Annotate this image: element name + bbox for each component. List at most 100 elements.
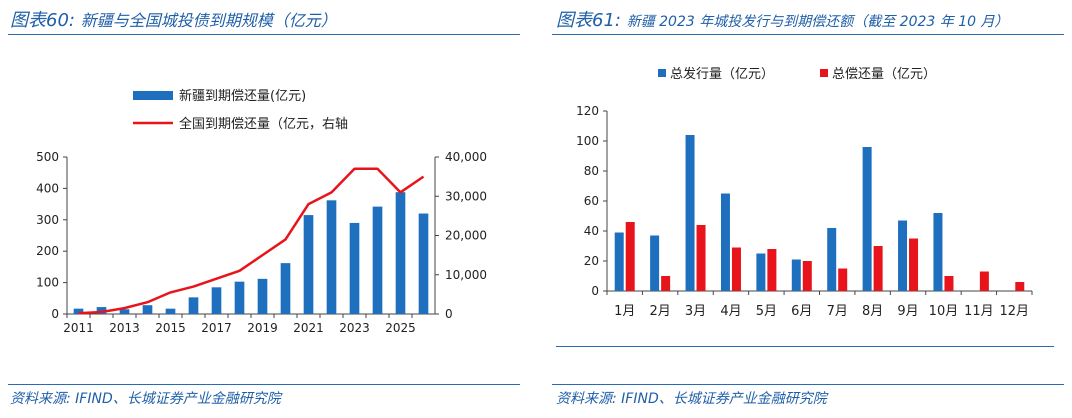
issuance-bar bbox=[898, 220, 908, 291]
right-chart-bottom-rule bbox=[556, 346, 1054, 347]
repayment-bar bbox=[696, 225, 706, 291]
repayment-bar bbox=[944, 276, 954, 291]
repayment-bar bbox=[873, 246, 883, 291]
xinjiang-maturity-bar bbox=[142, 305, 153, 314]
right-header-rule bbox=[552, 34, 1064, 35]
right-y-tick-label: 40,000 bbox=[445, 150, 487, 164]
repayment-bar bbox=[909, 238, 919, 291]
x-tick-label: 6月 bbox=[791, 304, 812, 319]
x-tick-label: 7月 bbox=[827, 304, 848, 319]
xinjiang-maturity-bar bbox=[372, 206, 383, 314]
left-y-tick-label: 300 bbox=[36, 213, 59, 227]
repayment-bar bbox=[767, 249, 777, 291]
left-y-tick-label: 200 bbox=[36, 244, 59, 258]
xinjiang-maturity-bar bbox=[73, 308, 84, 314]
left-y-tick-label: 0 bbox=[51, 307, 59, 321]
x-tick-label: 5月 bbox=[756, 304, 777, 319]
issuance-bar bbox=[791, 259, 801, 291]
legend-label-xinjiang-maturity: 新疆到期偿还量(亿元) bbox=[179, 88, 306, 104]
xinjiang-maturity-bar bbox=[326, 200, 337, 314]
x-tick-label: 2021 bbox=[293, 321, 324, 335]
x-tick-label: 8月 bbox=[862, 304, 883, 319]
xinjiang-maturity-bar bbox=[395, 192, 406, 314]
xinjiang-maturity-bar bbox=[234, 281, 245, 314]
repayment-bar bbox=[661, 276, 671, 291]
issuance-bar bbox=[827, 228, 837, 291]
x-tick-label: 10月 bbox=[929, 304, 959, 319]
left-y-tick-label: 500 bbox=[36, 150, 59, 164]
repayment-bar bbox=[1015, 282, 1025, 291]
x-tick-label: 2013 bbox=[109, 321, 140, 335]
right-y-tick-label: 0 bbox=[445, 307, 453, 321]
repayment-bar bbox=[802, 261, 812, 291]
y-tick-label: 40 bbox=[584, 224, 599, 238]
left-chart-plot: 0 100 200 300 400 500 0 10,000 20,000 30,000 40,00… bbox=[36, 150, 487, 335]
left-figure-title-text: 新疆与全国城投债到期规模（亿元） bbox=[80, 11, 337, 30]
legend-label-national-maturity: 全国到期偿还量（亿元，右轴 bbox=[179, 116, 348, 132]
y-tick-label: 60 bbox=[584, 194, 599, 208]
xinjiang-maturity-bar bbox=[96, 307, 107, 314]
x-tick-label: 2011 bbox=[63, 321, 94, 335]
right-y-tick-label: 20,000 bbox=[445, 229, 487, 243]
issuance-bar bbox=[650, 235, 660, 291]
left-y-tick-label: 100 bbox=[36, 276, 59, 290]
x-tick-label: 4月 bbox=[720, 304, 741, 319]
repayment-bar bbox=[625, 222, 635, 291]
x-tick-label: 3月 bbox=[685, 304, 706, 319]
legend-swatch-xinjiang-maturity bbox=[133, 91, 173, 100]
repayment-bar bbox=[731, 247, 741, 291]
right-legend: 总发行量（亿元） 总偿还量（亿元） bbox=[658, 66, 936, 82]
x-tick-label: 2月 bbox=[649, 304, 670, 319]
y-tick-label: 80 bbox=[584, 164, 599, 178]
right-y-tick-label: 30,000 bbox=[445, 189, 487, 203]
repayment-bar bbox=[838, 268, 848, 291]
xinjiang-maturity-bar bbox=[349, 222, 360, 314]
x-tick-label: 2019 bbox=[247, 321, 278, 335]
y-tick-label: 0 bbox=[591, 284, 599, 298]
x-tick-label: 12月 bbox=[1000, 304, 1030, 319]
right-source-note: 资料来源: IFIND、长城证券产业金融研究院 bbox=[556, 391, 827, 407]
issuance-bar bbox=[685, 135, 695, 291]
right-figure-label: 图表61: bbox=[556, 10, 621, 31]
xinjiang-maturity-bar bbox=[119, 309, 130, 314]
y-tick-label: 120 bbox=[576, 104, 599, 118]
left-figure-title: 图表60: 新疆与全国城投债到期规模（亿元） bbox=[10, 6, 337, 32]
left-figure-label: 图表60: bbox=[10, 10, 75, 31]
x-tick-label: 2025 bbox=[385, 321, 416, 335]
xinjiang-maturity-bar bbox=[165, 308, 176, 314]
issuance-bar bbox=[756, 253, 766, 291]
left-y-tick-label: 400 bbox=[36, 181, 59, 195]
y-tick-label: 100 bbox=[576, 134, 599, 148]
x-tick-label: 9月 bbox=[897, 304, 918, 319]
right-chart-plot: 0 20 40 60 80 100 120 1月 2月 3月 4月 5月 6月 7月 8月 9月 10月 11月 1… bbox=[576, 104, 1033, 319]
issuance-bar bbox=[720, 193, 730, 291]
legend-label-total-repayment: 总偿还量（亿元） bbox=[832, 67, 936, 82]
left-header-rule bbox=[8, 34, 520, 35]
repayment-bar bbox=[979, 271, 989, 291]
left-source-note: 资料来源: IFIND、长城证券产业金融研究院 bbox=[10, 391, 281, 407]
issuance-bar bbox=[614, 232, 624, 291]
xinjiang-maturity-bar bbox=[211, 287, 222, 314]
issuance-bar bbox=[933, 213, 943, 291]
left-legend: 新疆到期偿还量(亿元) 全国到期偿还量（亿元，右轴 bbox=[133, 88, 348, 132]
x-tick-label: 1月 bbox=[614, 304, 635, 319]
right-y-tick-label: 10,000 bbox=[445, 268, 487, 282]
right-figure-title-text: 新疆 2023 年城投发行与到期偿还额（截至 2023 年 10 月） bbox=[626, 14, 1009, 30]
right-figure-title: 图表61: 新疆 2023 年城投发行与到期偿还额（截至 2023 年 10 月… bbox=[556, 6, 1008, 32]
x-tick-label: 11月 bbox=[964, 304, 994, 319]
xinjiang-maturity-bar bbox=[418, 213, 429, 314]
right-footer-rule bbox=[552, 384, 1064, 385]
issuance-bar bbox=[862, 147, 872, 291]
y-tick-label: 20 bbox=[584, 254, 599, 268]
xinjiang-maturity-bar bbox=[188, 297, 199, 314]
x-tick-label: 2015 bbox=[155, 321, 186, 335]
x-tick-label: 2017 bbox=[201, 321, 232, 335]
xinjiang-maturity-bar bbox=[303, 215, 314, 314]
xinjiang-maturity-bar bbox=[257, 278, 268, 314]
national-maturity-line bbox=[78, 167, 425, 315]
legend-swatch-total-repayment bbox=[820, 69, 828, 77]
x-tick-label: 2023 bbox=[339, 321, 370, 335]
legend-swatch-total-issuance bbox=[658, 69, 666, 77]
left-footer-rule bbox=[8, 384, 520, 385]
